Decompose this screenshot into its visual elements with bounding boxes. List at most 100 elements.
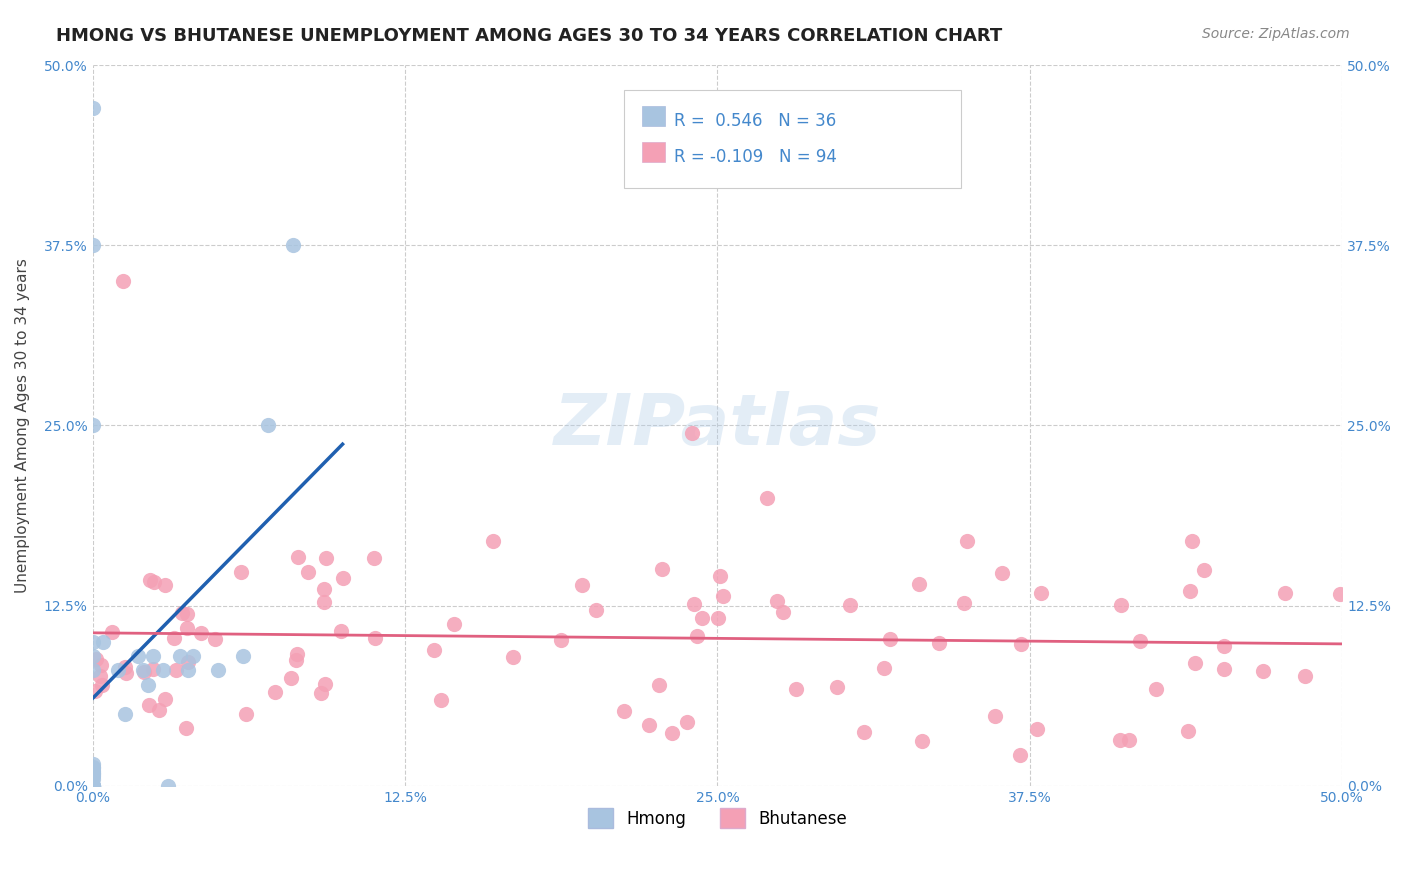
- Point: [502, 649, 524, 664]
- Point: [648, 678, 671, 692]
- Point: [163, 631, 186, 645]
- Point: [82, 779, 104, 793]
- Point: [690, 611, 713, 625]
- Point: [153, 691, 176, 706]
- Point: [1251, 665, 1274, 679]
- Point: [1181, 533, 1204, 548]
- FancyBboxPatch shape: [643, 142, 665, 162]
- Point: [82, 779, 104, 793]
- Point: [114, 666, 136, 681]
- Point: [176, 607, 198, 621]
- Point: [676, 714, 699, 729]
- Point: [1184, 656, 1206, 670]
- Point: [839, 599, 862, 613]
- Point: [181, 648, 204, 663]
- Point: [309, 686, 332, 700]
- Text: R =  0.546   N = 36: R = 0.546 N = 36: [673, 112, 837, 130]
- Point: [82, 779, 104, 793]
- Point: [82, 418, 104, 433]
- Point: [1178, 584, 1201, 599]
- Point: [1329, 587, 1351, 601]
- Point: [280, 671, 302, 685]
- Point: [1118, 732, 1140, 747]
- Point: [297, 565, 319, 579]
- Point: [166, 663, 188, 677]
- Point: [281, 238, 304, 252]
- Point: [661, 726, 683, 740]
- Point: [82, 760, 104, 774]
- Point: [707, 611, 730, 625]
- Point: [139, 574, 162, 588]
- Point: [364, 631, 387, 645]
- Point: [853, 725, 876, 739]
- Point: [235, 707, 257, 722]
- Point: [312, 582, 335, 596]
- Point: [785, 681, 807, 696]
- Point: [1177, 724, 1199, 739]
- Point: [114, 660, 136, 674]
- Point: [148, 703, 170, 717]
- Point: [82, 772, 104, 786]
- Point: [82, 634, 104, 648]
- Point: [430, 693, 453, 707]
- Point: [136, 678, 159, 692]
- Point: [101, 625, 124, 640]
- Point: [82, 648, 104, 663]
- Point: [682, 597, 704, 611]
- Point: [956, 533, 979, 548]
- Point: [1294, 669, 1316, 683]
- Point: [1213, 661, 1236, 675]
- Point: [1274, 585, 1296, 599]
- Point: [681, 425, 703, 440]
- Point: [314, 595, 336, 609]
- Point: [585, 603, 607, 617]
- Point: [550, 632, 572, 647]
- Point: [314, 676, 336, 690]
- Point: [82, 779, 104, 793]
- Point: [363, 551, 385, 566]
- Point: [82, 769, 104, 783]
- Point: [232, 648, 254, 663]
- Point: [152, 664, 174, 678]
- Point: [82, 664, 104, 678]
- Point: [637, 718, 659, 732]
- Point: [132, 665, 155, 680]
- Point: [571, 578, 593, 592]
- Point: [711, 589, 734, 603]
- Point: [82, 779, 104, 793]
- Point: [766, 594, 789, 608]
- Point: [111, 274, 134, 288]
- Point: [330, 624, 353, 638]
- Point: [169, 648, 191, 663]
- Point: [82, 238, 104, 252]
- Point: [1212, 639, 1234, 653]
- Point: [176, 664, 198, 678]
- Point: [1031, 586, 1053, 600]
- Point: [284, 653, 307, 667]
- Point: [82, 779, 104, 793]
- Point: [1128, 634, 1150, 648]
- Text: HMONG VS BHUTANESE UNEMPLOYMENT AMONG AGES 30 TO 34 YEARS CORRELATION CHART: HMONG VS BHUTANESE UNEMPLOYMENT AMONG AG…: [56, 27, 1002, 45]
- Point: [90, 658, 112, 673]
- Point: [177, 655, 200, 669]
- Point: [1010, 748, 1032, 763]
- Text: ZIPatlas: ZIPatlas: [554, 391, 882, 460]
- Point: [91, 634, 114, 648]
- Point: [990, 566, 1012, 581]
- Point: [709, 569, 731, 583]
- Point: [82, 757, 104, 772]
- Point: [131, 664, 153, 678]
- Point: [142, 648, 165, 663]
- Point: [138, 698, 160, 713]
- Point: [207, 664, 229, 678]
- Point: [90, 678, 112, 692]
- Point: [1010, 636, 1032, 650]
- Point: [1144, 681, 1167, 696]
- Point: [953, 596, 976, 610]
- FancyBboxPatch shape: [643, 106, 665, 127]
- Text: Source: ZipAtlas.com: Source: ZipAtlas.com: [1202, 27, 1350, 41]
- Point: [287, 550, 309, 565]
- Point: [285, 647, 308, 661]
- Point: [1108, 733, 1130, 747]
- Point: [873, 661, 896, 675]
